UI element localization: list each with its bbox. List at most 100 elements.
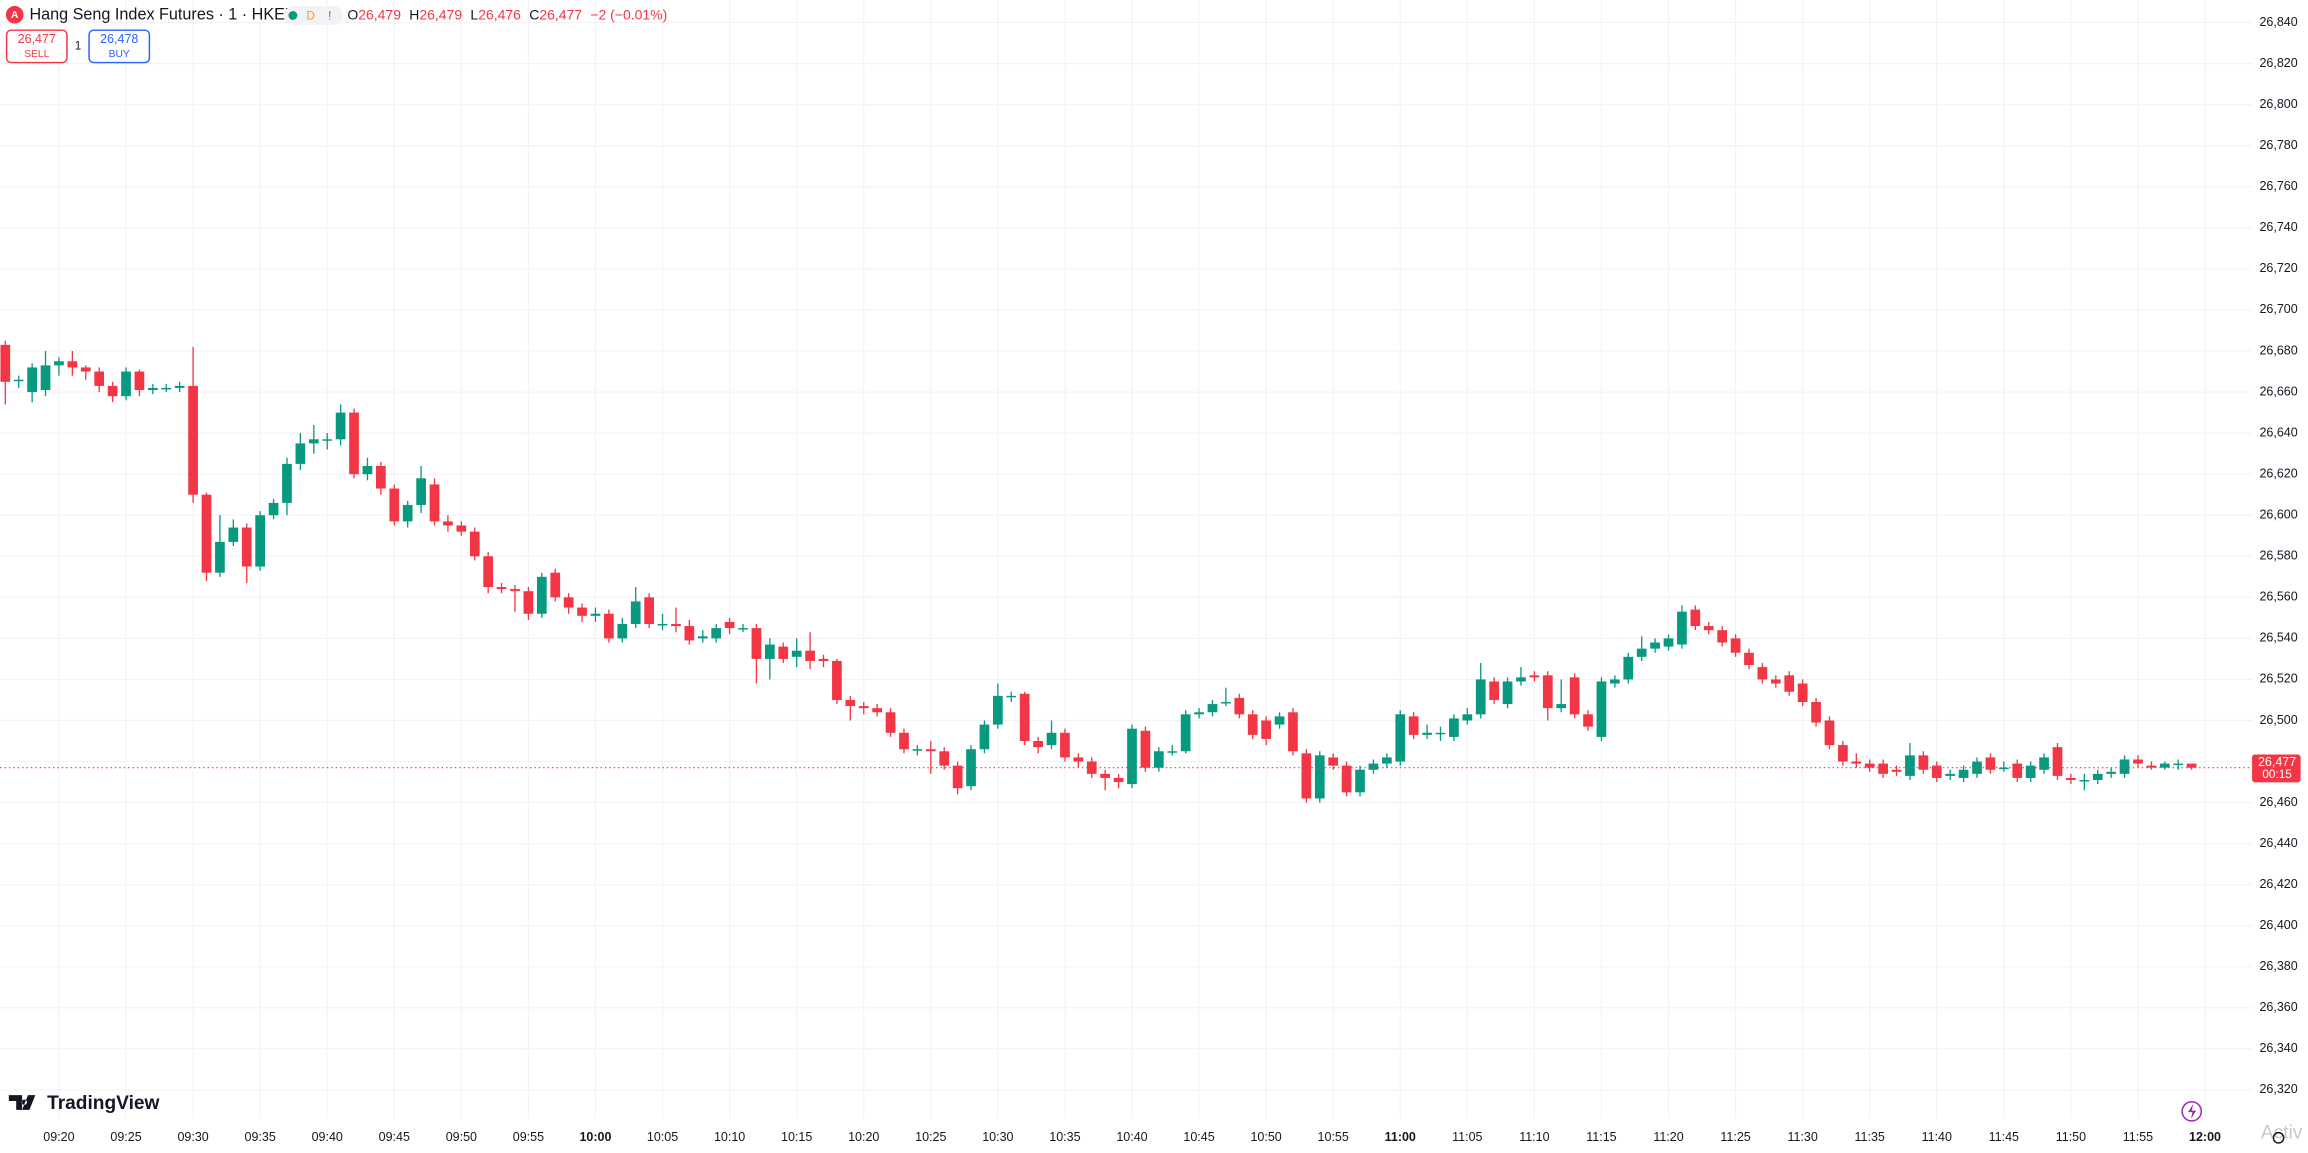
candle-body — [1878, 763, 1888, 774]
candle-body — [1797, 683, 1808, 703]
candle-body — [228, 527, 239, 542]
candle-body — [161, 387, 172, 390]
sell-label: SELL — [24, 49, 49, 60]
x-tick-label: 09:55 — [513, 1130, 544, 1144]
candle-body — [805, 650, 815, 661]
y-tick-label: 26,580 — [2259, 549, 2297, 563]
y-tick-label: 26,460 — [2259, 795, 2297, 809]
candle-body — [939, 751, 950, 766]
candle-body — [469, 531, 480, 557]
candle-body — [697, 636, 708, 639]
candle-body — [751, 628, 762, 659]
y-tick-label: 26,600 — [2259, 508, 2297, 522]
candle-body — [1529, 675, 1540, 678]
candle-body — [94, 371, 105, 386]
candle-body — [1502, 681, 1513, 705]
candle-body — [1677, 611, 1687, 645]
x-tick-label: 11:15 — [1586, 1130, 1616, 1144]
grid — [0, 0, 2253, 1119]
y-tick-label: 26,560 — [2259, 590, 2297, 604]
candle-body — [1958, 769, 1969, 778]
candle-body — [1891, 769, 1902, 772]
candle-body — [1610, 679, 1620, 684]
candle-body — [1033, 741, 1043, 748]
y-tick-label: 26,780 — [2259, 138, 2297, 152]
candle-body — [1301, 753, 1312, 799]
h-label: H — [409, 6, 419, 22]
candle-body — [1247, 714, 1258, 735]
lightning-icon — [2188, 1103, 2197, 1119]
c-value: 26,477 — [539, 6, 582, 22]
x-tick-label: 11:35 — [1855, 1130, 1885, 1144]
candle-body — [1194, 712, 1204, 715]
candle-body — [966, 749, 976, 787]
candle-body — [1985, 757, 1996, 770]
l-label: L — [470, 6, 478, 22]
candle-body — [858, 706, 869, 709]
ohlc-legend: O26,479 H26,479 L26,476 C26,477 −2 (−0.0… — [347, 6, 667, 22]
symbol-logo-letter: A — [11, 10, 19, 21]
candle-body — [1207, 704, 1218, 713]
candle-body — [389, 488, 400, 522]
candle-body — [1167, 751, 1178, 753]
candle-body — [40, 365, 51, 391]
candle-body — [295, 443, 306, 464]
quantity[interactable]: 1 — [75, 39, 82, 52]
y-tick-label: 26,720 — [2259, 261, 2297, 275]
candle-body — [630, 601, 641, 625]
candle-body — [308, 439, 319, 444]
brand-logo — [8, 1095, 36, 1110]
candle-body — [577, 607, 587, 616]
candle-body — [2079, 780, 2090, 782]
x-tick-label: 11:20 — [1653, 1130, 1683, 1144]
candle-body — [1784, 675, 1795, 692]
candle-body — [1838, 745, 1848, 762]
candle-body — [1744, 652, 1754, 666]
x-tick-label: 10:00 — [579, 1130, 611, 1144]
status-pill[interactable] — [284, 5, 343, 26]
candle-body — [188, 385, 198, 495]
candle-body — [1221, 702, 1231, 704]
x-tick-label: 09:45 — [379, 1130, 410, 1144]
x-tick-label: 11:40 — [1922, 1130, 1952, 1144]
candle-body — [1328, 757, 1339, 766]
y-tick-label: 26,800 — [2259, 97, 2297, 111]
change: −2 (−0.01%) — [590, 6, 667, 22]
buy-button[interactable] — [88, 29, 151, 64]
candle-body — [1006, 695, 1017, 698]
symbol-title[interactable]: Hang Seng Index Futures · 1 · HKEX — [29, 6, 296, 24]
candle-body — [1462, 714, 1473, 721]
x-tick-label: 10:55 — [1318, 1130, 1349, 1144]
candle-body — [1690, 609, 1701, 627]
candle-body — [1127, 728, 1137, 785]
candle-body — [1019, 693, 1030, 742]
candle-body — [2133, 759, 2143, 764]
candle-body — [872, 708, 883, 713]
candle-body — [241, 527, 252, 567]
settings-icon[interactable] — [2272, 1131, 2285, 1144]
candle-body — [684, 626, 695, 641]
x-tick-label: 10:30 — [982, 1130, 1013, 1144]
sell-button[interactable] — [5, 29, 68, 64]
candle-body — [1864, 763, 1875, 768]
candle-body — [1663, 638, 1674, 647]
candle-body — [1931, 765, 1942, 778]
candle-body — [671, 624, 681, 627]
brand-name: TradingView — [47, 1093, 159, 1114]
candle-body — [510, 589, 520, 592]
candle-body — [215, 541, 225, 573]
candle-body — [134, 371, 145, 391]
candle-body — [1770, 679, 1781, 684]
candle-body — [2066, 777, 2076, 781]
x-tick-label: 09:35 — [245, 1130, 276, 1144]
candle-body — [282, 463, 292, 503]
candle-body — [2052, 747, 2063, 776]
y-tick-label: 26,540 — [2259, 631, 2297, 645]
candle-body — [1623, 656, 1634, 680]
candle-body — [402, 504, 413, 522]
x-tick-label: 10:45 — [1183, 1130, 1214, 1144]
candle-body — [201, 494, 212, 573]
candle-body — [536, 576, 547, 614]
lightning-button[interactable] — [2181, 1101, 2203, 1122]
